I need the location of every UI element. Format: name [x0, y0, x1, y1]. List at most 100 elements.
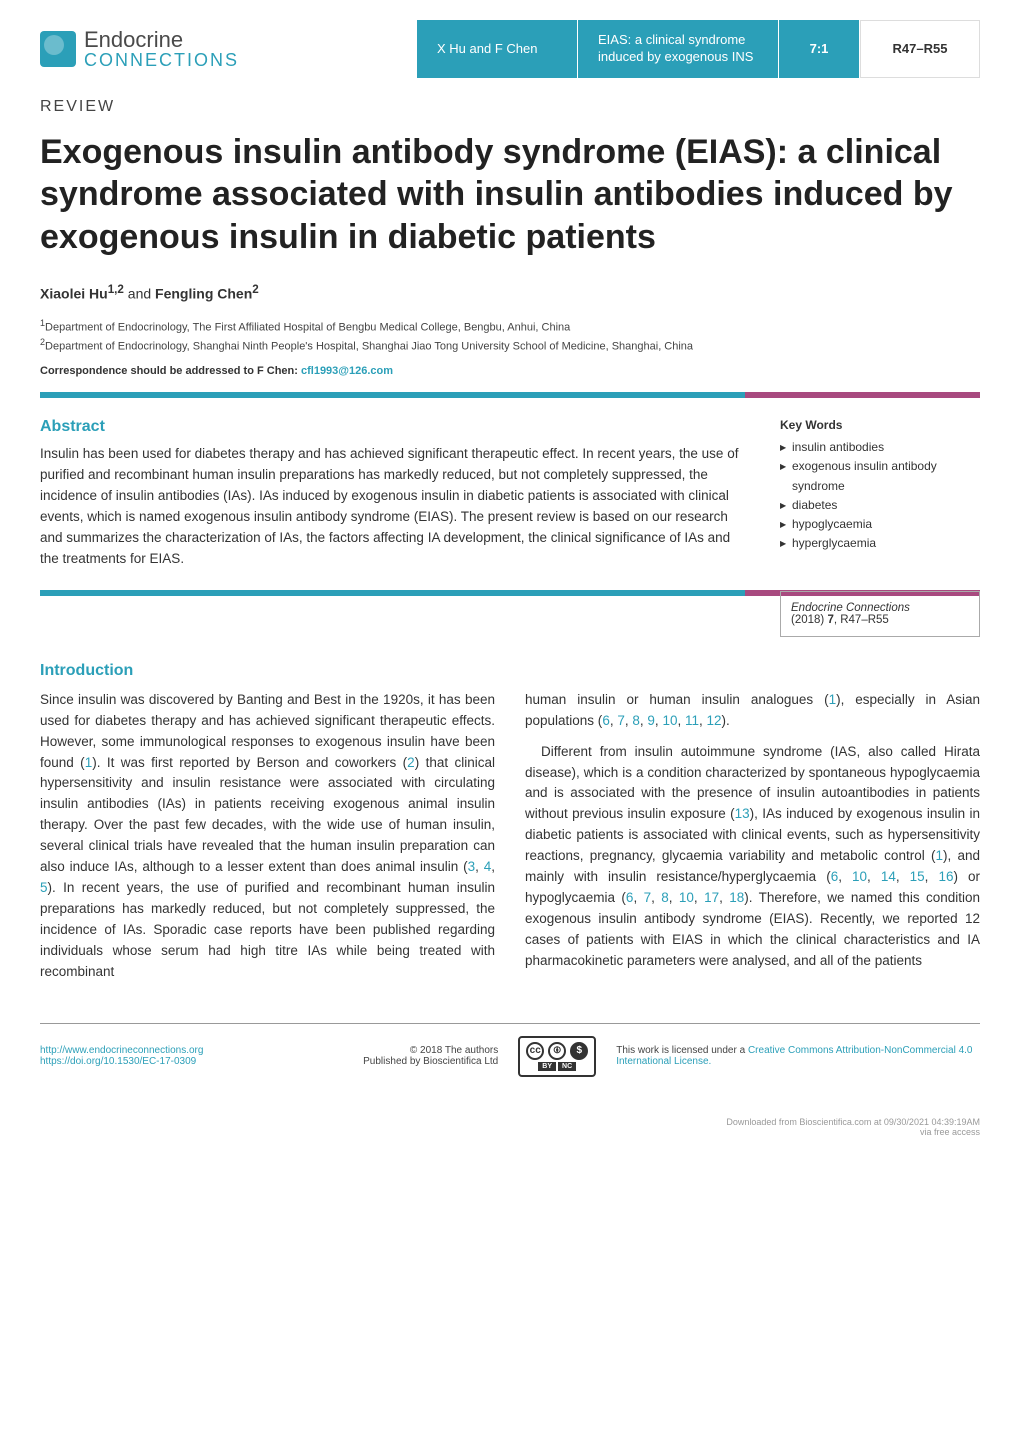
download-note: Downloaded from Bioscientifica.com at 09… — [0, 1077, 1020, 1157]
ref-link[interactable]: 18 — [729, 890, 744, 905]
author-and: and — [124, 286, 155, 302]
citation-pages: , R47–R55 — [834, 614, 889, 626]
cc-by-label: BY — [538, 1062, 556, 1071]
introduction-heading: Introduction — [0, 662, 1020, 680]
body-text: ). In recent years, the use of purified … — [40, 880, 495, 979]
cc-nc-label: NC — [558, 1062, 576, 1071]
ref-sep: , — [719, 890, 729, 905]
ref-link[interactable]: 14 — [881, 869, 896, 884]
footer-row: http://www.endocrineconnections.org http… — [0, 1036, 1020, 1077]
correspondence-email-link[interactable]: cfl1993@126.com — [301, 365, 393, 377]
ref-sep: , — [694, 890, 704, 905]
body-text: human insulin or human insulin analogues… — [525, 692, 829, 707]
footer-divider — [40, 1023, 980, 1024]
affiliations: 1Department of Endocrinology, The First … — [0, 317, 1020, 355]
download-line-2: via free access — [40, 1127, 980, 1137]
article-type-label: REVIEW — [0, 98, 1020, 116]
ref-sep: , — [838, 869, 852, 884]
keywords-title: Key Words — [780, 418, 980, 432]
ref-sep: , — [475, 859, 484, 874]
citation-journal: Endocrine Connections — [791, 602, 910, 614]
journal-logo: Endocrine CONNECTIONS — [40, 29, 239, 69]
ref-sep: , — [925, 869, 939, 884]
ref-link[interactable]: 9 — [647, 713, 655, 728]
abstract-block: Abstract Insulin has been used for diabe… — [0, 398, 1020, 590]
affil-1-text: Department of Endocrinology, The First A… — [45, 322, 570, 334]
footer-copyright: © 2018 The authors Published by Bioscien… — [363, 1045, 498, 1067]
ref-link[interactable]: 10 — [852, 869, 867, 884]
tile-volume-issue: 7:1 — [779, 20, 859, 78]
ref-link[interactable]: 7 — [644, 890, 652, 905]
author-2-name: Fengling Chen — [155, 286, 252, 302]
doi-link[interactable]: https://doi.org/10.1530/EC-17-0309 — [40, 1056, 343, 1067]
ref-sep: , — [867, 869, 881, 884]
keyword-item: hyperglycaemia — [780, 534, 980, 553]
ref-link[interactable]: 10 — [679, 890, 694, 905]
logo-text-top: Endocrine — [84, 29, 239, 51]
ref-link[interactable]: 7 — [617, 713, 625, 728]
ref-link[interactable]: 1 — [829, 692, 837, 707]
logo-text-bottom: CONNECTIONS — [84, 51, 239, 69]
publisher-line: Published by Bioscientifica Ltd — [363, 1056, 498, 1067]
header-tiles: X Hu and F Chen EIAS: a clinical syndrom… — [417, 20, 980, 78]
footer-links: http://www.endocrineconnections.org http… — [40, 1045, 343, 1067]
abstract-heading: Abstract — [40, 418, 750, 436]
nc-icon: $ — [570, 1042, 588, 1060]
download-line-1: Downloaded from Bioscientifica.com at 09… — [40, 1117, 980, 1127]
keyword-item: insulin antibodies — [780, 438, 980, 457]
ref-sep: , — [677, 713, 685, 728]
keyword-item: diabetes — [780, 496, 980, 515]
ref-link[interactable]: 16 — [938, 869, 953, 884]
body-text: ). It was first reported by Berson and c… — [92, 755, 407, 770]
cc-icon: cc — [526, 1042, 544, 1060]
keywords-list: insulin antibodies exogenous insulin ant… — [780, 438, 980, 553]
ref-link[interactable]: 17 — [704, 890, 719, 905]
correspondence-prefix: Correspondence should be addressed to F … — [40, 365, 301, 377]
ref-link[interactable]: 8 — [632, 713, 640, 728]
ref-sep: , — [669, 890, 679, 905]
author-1-name: Xiaolei Hu — [40, 286, 108, 302]
correspondence-line: Correspondence should be addressed to F … — [0, 365, 1020, 377]
ref-link[interactable]: 6 — [602, 713, 610, 728]
body-column-right: human insulin or human insulin analogues… — [525, 690, 980, 993]
journal-url-link[interactable]: http://www.endocrineconnections.org — [40, 1045, 343, 1056]
author-2-sup: 2 — [252, 283, 258, 296]
by-icon: 🅯 — [548, 1042, 566, 1060]
body-columns: Since insulin was discovered by Banting … — [0, 690, 1020, 993]
body-text: ). — [722, 713, 730, 728]
ref-link[interactable]: 3 — [468, 859, 476, 874]
body-text: ) that clinical hypersensitivity and ins… — [40, 755, 495, 875]
keyword-item: exogenous insulin antibody syndrome — [780, 457, 980, 495]
logo-icon — [40, 31, 76, 67]
copyright-line: © 2018 The authors — [363, 1045, 498, 1056]
article-title: Exogenous insulin antibody syndrome (EIA… — [0, 131, 1020, 259]
keywords-box: Key Words insulin antibodies exogenous i… — [780, 418, 980, 570]
footer-license: This work is licensed under a Creative C… — [616, 1045, 980, 1067]
ref-link[interactable]: 2 — [407, 755, 415, 770]
ref-link[interactable]: 5 — [40, 880, 48, 895]
ref-link[interactable]: 1 — [935, 848, 943, 863]
ref-link[interactable]: 8 — [661, 890, 669, 905]
author-1-sup: 1,2 — [108, 283, 124, 296]
ref-link[interactable]: 15 — [910, 869, 925, 884]
ref-sep: , — [651, 890, 661, 905]
body-column-left: Since insulin was discovered by Banting … — [40, 690, 495, 993]
tile-page-range: R47–R55 — [860, 20, 980, 78]
cc-badge: cc 🅯 $ BY NC — [518, 1036, 596, 1077]
citation-year: (2018) — [791, 614, 827, 626]
ref-sep: , — [633, 890, 643, 905]
ref-sep: , — [896, 869, 910, 884]
header-bar: Endocrine CONNECTIONS X Hu and F Chen EI… — [0, 0, 1020, 88]
ref-link[interactable]: 13 — [735, 806, 750, 821]
ref-sep: , — [491, 859, 495, 874]
abstract-text: Insulin has been used for diabetes thera… — [40, 444, 750, 570]
tile-running-authors: X Hu and F Chen — [417, 20, 577, 78]
keyword-item: hypoglycaemia — [780, 515, 980, 534]
ref-link[interactable]: 12 — [707, 713, 722, 728]
ref-link[interactable]: 10 — [662, 713, 677, 728]
affil-2-text: Department of Endocrinology, Shanghai Ni… — [45, 341, 693, 353]
ref-link[interactable]: 11 — [685, 713, 699, 728]
ref-sep: , — [699, 713, 707, 728]
license-prefix: This work is licensed under a — [616, 1045, 748, 1056]
author-line: Xiaolei Hu1,2 and Fengling Chen2 — [0, 283, 1020, 302]
